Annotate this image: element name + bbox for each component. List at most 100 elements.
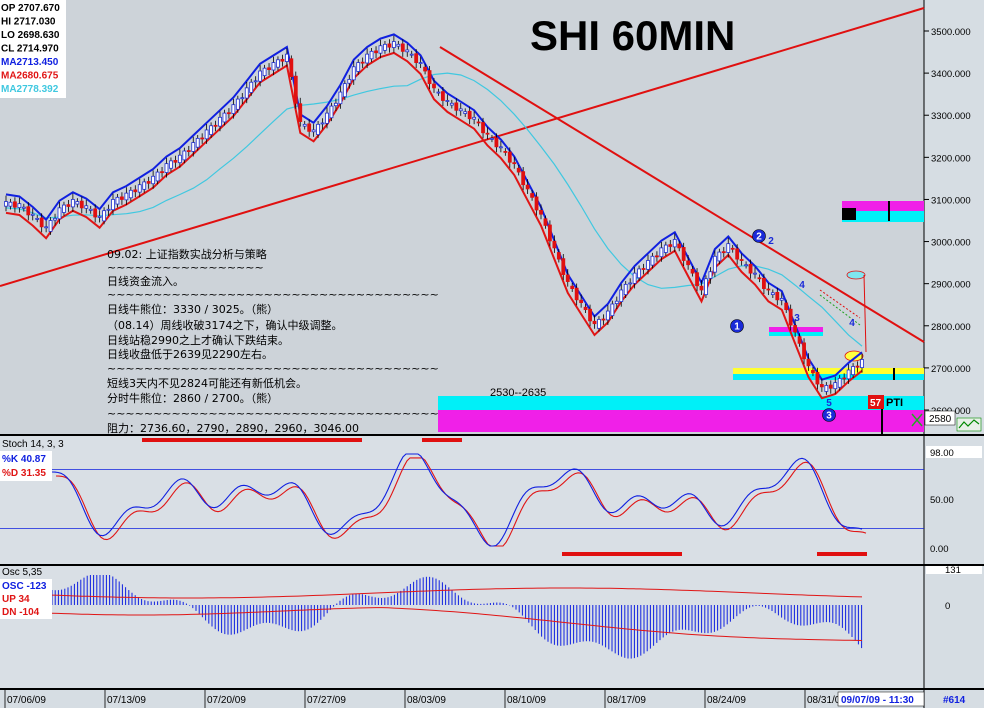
- candle-body: [672, 239, 677, 248]
- time-label: 07/13/09: [107, 695, 146, 706]
- ma-cyan-line: [5, 72, 863, 347]
- candle-body: [766, 288, 771, 291]
- candle-body: [449, 102, 454, 106]
- candle-body: [244, 87, 249, 99]
- candle-body: [561, 258, 566, 275]
- candle-body: [160, 171, 164, 174]
- osc-panel[interactable]: [0, 566, 924, 688]
- candle-body: [788, 308, 793, 326]
- candle-body: [614, 300, 619, 304]
- candle-body: [151, 175, 156, 185]
- candle-body: [280, 58, 285, 62]
- falling-trendline: [439, 46, 925, 343]
- osc-dn-line: [51, 607, 863, 641]
- resistance-zone-b: [842, 211, 924, 222]
- candle-body: [383, 43, 387, 51]
- candle-body: [235, 98, 240, 110]
- candle-body: [423, 66, 427, 72]
- candle-body: [708, 271, 713, 279]
- candle-body: [124, 192, 129, 201]
- candle-body: [227, 112, 231, 115]
- stoch-tick-box: [926, 446, 982, 458]
- time-label: 08/03/09: [407, 695, 446, 706]
- candle-body: [102, 210, 106, 222]
- candle-body: [712, 255, 717, 273]
- candle-body: [525, 184, 530, 190]
- stoch-tick-label: 0.00: [930, 544, 949, 555]
- stoch-panel[interactable]: [0, 436, 924, 564]
- candle-body: [757, 277, 762, 280]
- stoch-header: Stoch 14, 3, 3: [2, 439, 64, 450]
- ohlc-line: MA2680.675: [1, 71, 59, 82]
- support-zone-upper: [438, 396, 924, 410]
- candle-body: [668, 244, 673, 247]
- candle-body: [837, 378, 842, 388]
- ohlc-line: MA2713.450: [1, 57, 59, 68]
- candle-body: [632, 272, 637, 284]
- candle-body: [128, 189, 133, 199]
- wave-label: 3: [794, 313, 800, 324]
- annotation-line: ~~~~~~~~~~~~~~~~~~~~~~~~~~~~~~~~~~~~: [107, 407, 439, 420]
- time-label: 07/20/09: [207, 695, 246, 706]
- osc-tick-label: 131: [945, 565, 961, 576]
- candle-body: [717, 251, 722, 262]
- candle-body: [543, 218, 548, 226]
- candle-body: [30, 213, 35, 216]
- time-label: 08/17/09: [607, 695, 646, 706]
- candle-body: [744, 264, 748, 267]
- candle-body: [623, 283, 628, 296]
- price-tick-label: 3100.000: [931, 195, 971, 206]
- candle-body: [191, 142, 196, 152]
- annotation-line: ~~~~~~~~~~~~~~~~~~~~~~~~~~~~~~~~~~~~: [107, 288, 439, 301]
- candle-body: [695, 272, 699, 287]
- candle-body: [66, 204, 71, 207]
- annotation-line: 日线收盘低于2639见2290左右。: [107, 347, 273, 361]
- price-axis[interactable]: [924, 0, 984, 434]
- candle-body: [209, 125, 213, 135]
- candle-body: [293, 75, 298, 104]
- candle-body: [35, 217, 40, 220]
- candle-body: [775, 291, 780, 301]
- candle-body: [204, 129, 209, 140]
- candle-body: [155, 171, 160, 182]
- price-plot-area[interactable]: [0, 0, 924, 434]
- candle-body: [699, 285, 704, 291]
- candle-body: [48, 220, 53, 232]
- candle-body: [351, 66, 356, 81]
- candle-body: [753, 272, 757, 275]
- candle-body: [498, 146, 503, 149]
- candle-body: [784, 302, 789, 311]
- candle-body: [249, 81, 254, 93]
- candle-body: [307, 123, 312, 132]
- candle-body: [855, 365, 860, 368]
- price-axis-ticks: 3500.000 3400.000 3300.000 3200.000 3100.000…: [924, 27, 971, 417]
- price-tick-label: 2700.000: [931, 364, 971, 375]
- candle-body: [218, 116, 222, 127]
- candle-body: [574, 287, 579, 301]
- candle-body: [663, 244, 668, 253]
- candle-body: [169, 160, 173, 169]
- ohlc-line: HI 2717.030: [1, 17, 56, 28]
- candle-body: [503, 151, 508, 153]
- candle-body: [182, 150, 187, 161]
- candle-body: [494, 137, 499, 148]
- candle-body: [186, 150, 191, 152]
- osc-dn-label: DN -104: [2, 607, 40, 618]
- target-connector: [863, 274, 867, 353]
- candle-body: [432, 83, 436, 89]
- oscillator-indicator: 131 0: [51, 565, 982, 659]
- osc-axis: [924, 566, 984, 688]
- price-zones: [438, 201, 924, 432]
- wave-label: 2: [756, 232, 762, 243]
- wave-label: 4: [799, 280, 805, 291]
- candle-body: [628, 282, 633, 285]
- candle-body: [681, 247, 686, 261]
- candle-body: [62, 204, 66, 213]
- candle-body: [418, 62, 423, 64]
- candle-body: [75, 201, 80, 205]
- candle-body: [534, 196, 539, 211]
- candle-body: [97, 215, 102, 218]
- wave-label: 3: [826, 411, 832, 422]
- candle-body: [445, 100, 450, 102]
- annotation-line: ~~~~~~~~~~~~~~~~~: [107, 261, 264, 274]
